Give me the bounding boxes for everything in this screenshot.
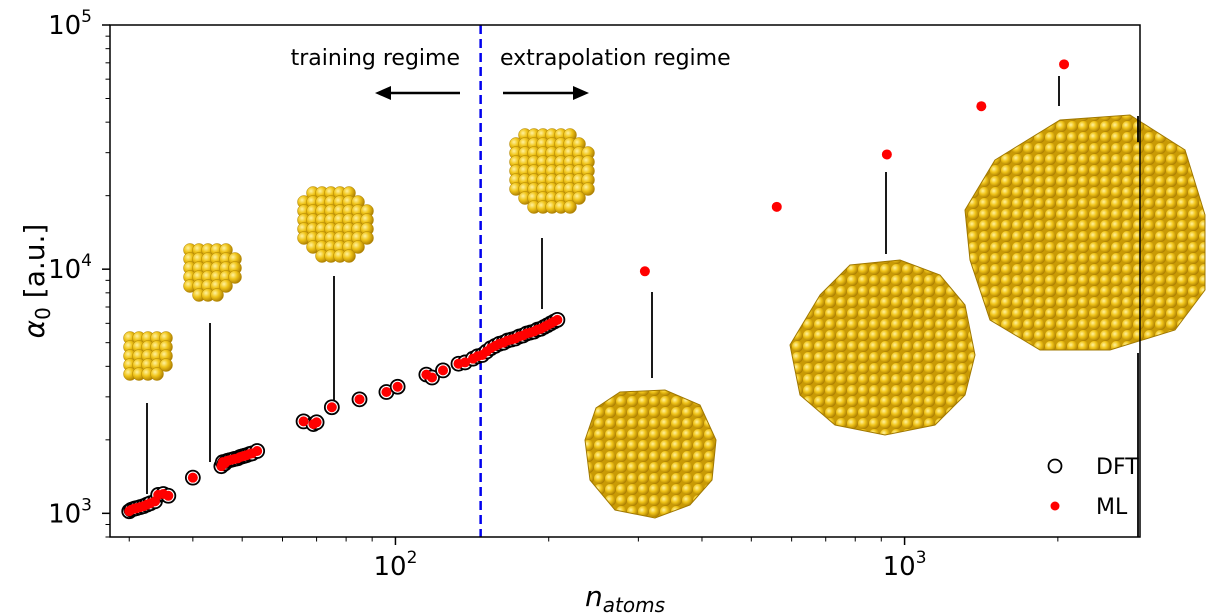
cluster-connector-lines: [146, 76, 1139, 537]
ml-point: [381, 387, 392, 398]
legend-dft-label: DFT: [1096, 455, 1139, 480]
data-points: [121, 59, 1070, 520]
ml-point: [976, 101, 987, 112]
ml-point: [771, 201, 782, 212]
y-tick-label: 103: [48, 495, 92, 529]
annotation-extrapolation: extrapolation regime: [500, 46, 731, 100]
cluster-large-2: [789, 259, 976, 436]
y-axis-label: α0 [a.u.]: [18, 224, 55, 339]
legend-ml-marker: [1050, 501, 1060, 511]
ml-point: [311, 417, 322, 428]
x-tick-label: 103: [883, 548, 927, 582]
ml-point: [326, 402, 337, 413]
cluster-medium: [509, 128, 595, 214]
x-axis-ticks: 102 103: [128, 537, 1059, 582]
ml-point: [163, 490, 174, 501]
ml-point: [427, 372, 438, 383]
plot-frame: [109, 24, 1141, 538]
cluster-large-1: [584, 389, 717, 519]
x-axis-label: natoms: [585, 580, 665, 614]
x-tick-label: 102: [373, 548, 417, 582]
ml-point: [881, 149, 892, 160]
training-regime-label: training regime: [291, 46, 460, 71]
legend-ml-label: ML: [1096, 495, 1128, 520]
y-axis-ticks: 103 104 105: [48, 7, 110, 538]
ml-point: [354, 394, 365, 405]
y-tick-label: 105: [48, 7, 92, 41]
cluster-small-1: [123, 331, 173, 381]
y-tick-label: 104: [48, 251, 92, 285]
ml-point: [252, 446, 263, 457]
left-arrow-head: [375, 86, 391, 100]
ml-point: [552, 314, 563, 325]
ml-point: [298, 416, 309, 427]
cluster-small-3: [297, 186, 374, 263]
right-arrow-head: [573, 86, 589, 100]
ml-point: [460, 357, 471, 368]
ml-point: [187, 472, 198, 483]
extrapolation-regime-label: extrapolation regime: [500, 46, 731, 71]
cluster-small-2: [183, 243, 242, 302]
ml-point: [1059, 59, 1070, 70]
legend-dft-marker: [1047, 458, 1063, 474]
ml-point: [392, 381, 403, 392]
cluster-large-3: [964, 114, 1206, 351]
legend: DFT ML: [1047, 455, 1139, 520]
annotation-training: training regime: [291, 46, 460, 100]
cluster-illustrations: [123, 114, 1206, 519]
ml-point: [438, 365, 449, 376]
ml-point: [639, 266, 650, 277]
